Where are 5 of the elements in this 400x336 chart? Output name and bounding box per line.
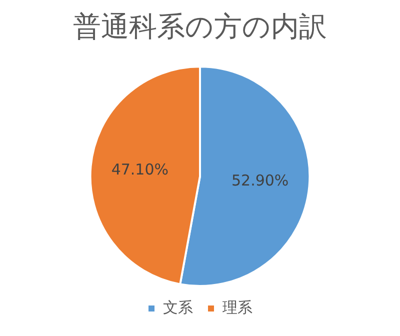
chart-title: 普通科系の方の内訳 (73, 10, 327, 44)
data-label: 47.10% (111, 160, 169, 179)
data-label: 52.90% (231, 172, 289, 190)
legend-label: 文系 (163, 298, 193, 316)
legend-label: 理系 (222, 298, 252, 316)
